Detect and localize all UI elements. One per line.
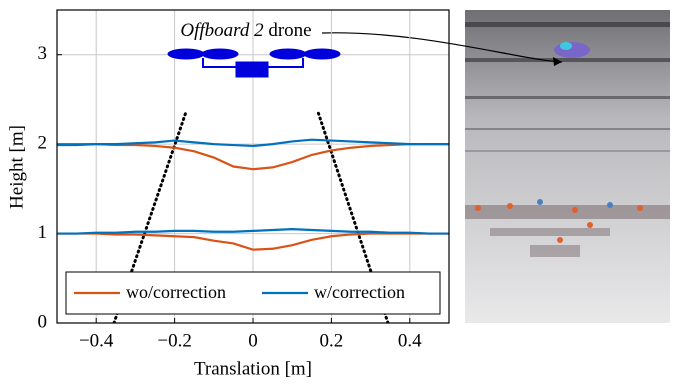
- x-tick-label: 0: [248, 330, 258, 351]
- arrow-head: [553, 57, 562, 66]
- photo: [465, 10, 670, 323]
- y-tick-label: 0: [38, 311, 48, 332]
- lines: [57, 138, 449, 251]
- x-tick-label: −0.4: [79, 330, 114, 351]
- legend-box: [65, 271, 441, 315]
- y-tick-label: 1: [38, 222, 48, 243]
- annotation: Offboard 2 drone: [180, 20, 311, 41]
- annotation-text: drone: [268, 20, 311, 41]
- legend: wo/correction w/correction: [65, 271, 441, 315]
- plot-frame: [56, 9, 450, 324]
- series-line: [57, 138, 449, 148]
- x-tick-label: 0.2: [320, 330, 344, 351]
- annotation-arrow: [321, 32, 563, 63]
- series-line: [57, 227, 449, 235]
- y-tick-label: 2: [38, 133, 48, 154]
- series-line: [57, 143, 449, 171]
- x-axis-label: Translation [m]: [194, 358, 312, 379]
- y-tick-label: 3: [38, 43, 48, 64]
- legend-label: wo/correction: [126, 282, 226, 302]
- annotation-italic: Offboard 2: [180, 20, 264, 41]
- y-axis-label: Height [m]: [6, 125, 27, 209]
- x-tick-label: −0.2: [157, 330, 191, 351]
- legend-label: w/correction: [314, 282, 405, 302]
- drone-icon: [167, 48, 341, 78]
- x-tick-label: 0.4: [398, 330, 422, 351]
- series-line: [57, 232, 449, 251]
